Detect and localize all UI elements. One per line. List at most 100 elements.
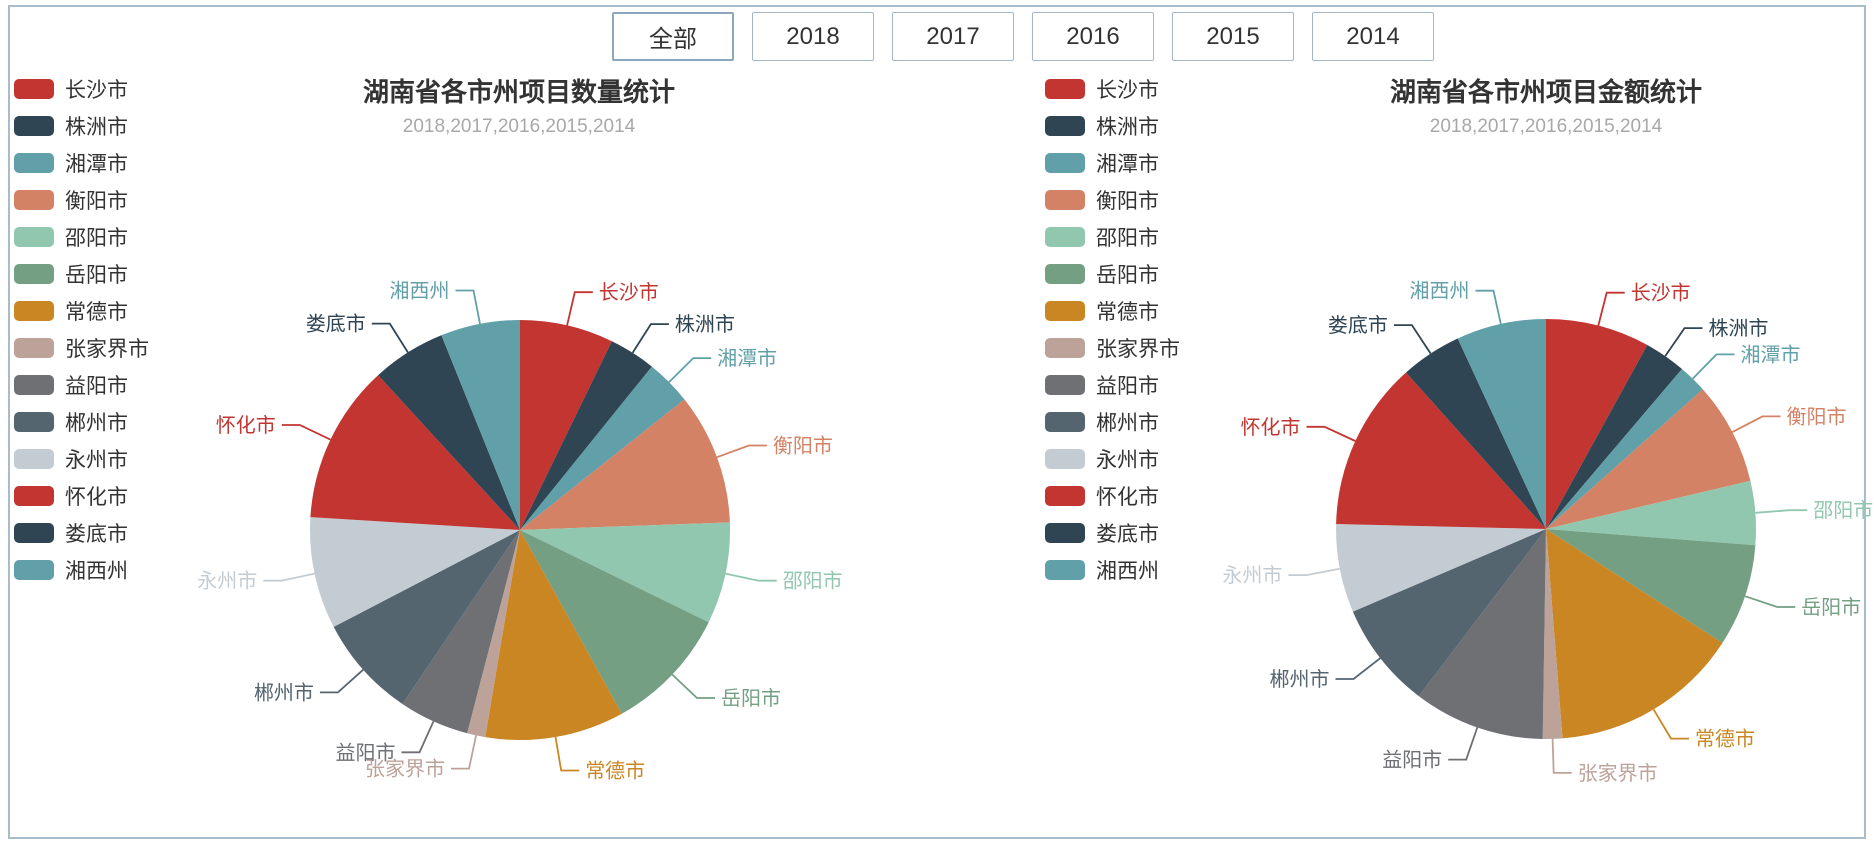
- filter-button-all[interactable]: 全部: [612, 12, 734, 61]
- pie-slice[interactable]: [1336, 524, 1546, 612]
- legend-item[interactable]: 永州市: [14, 440, 149, 477]
- legend-item[interactable]: 怀化市: [14, 477, 149, 514]
- legend-swatch-icon: [1045, 78, 1085, 99]
- legend-item[interactable]: 郴州市: [14, 403, 149, 440]
- filter-button-2014[interactable]: 2014: [1312, 12, 1434, 61]
- pie-slice-label: 岳阳市: [1801, 596, 1861, 619]
- pie-slice[interactable]: [1546, 318, 1648, 529]
- pie-slice-label: 常德市: [585, 760, 645, 783]
- legend-item[interactable]: 衡阳市: [14, 181, 149, 218]
- pie-slice[interactable]: [520, 366, 685, 530]
- legend-item[interactable]: 湘潭市: [14, 144, 149, 181]
- legend-item[interactable]: 株洲市: [1045, 107, 1180, 144]
- legend-item[interactable]: 湘潭市: [1045, 144, 1180, 181]
- legend-swatch-icon: [14, 411, 54, 432]
- legend-item[interactable]: 邵阳市: [14, 218, 149, 255]
- legend-item[interactable]: 长沙市: [1045, 70, 1180, 107]
- pie-slice-label: 株洲市: [675, 313, 735, 336]
- pie-slice[interactable]: [1546, 389, 1751, 529]
- legend-item[interactable]: 益阳市: [14, 366, 149, 403]
- legend-label: 郴州市: [65, 411, 128, 435]
- pie-slice[interactable]: [1546, 529, 1723, 739]
- legend-item[interactable]: 湘西州: [1045, 551, 1180, 588]
- chart-title-amount: 湖南省各市州项目金额统计: [1389, 77, 1703, 107]
- filter-button-2016[interactable]: 2016: [1032, 12, 1154, 61]
- pie-slice[interactable]: [1546, 369, 1703, 529]
- legend-label: 娄底市: [1096, 522, 1159, 546]
- pie-slice[interactable]: [520, 320, 612, 530]
- pie-slice[interactable]: [520, 341, 652, 530]
- pie-slice[interactable]: [310, 375, 520, 530]
- filter-button-2018[interactable]: 2018: [752, 12, 874, 61]
- pie-label-line: [1393, 324, 1432, 354]
- filter-button-2015[interactable]: 2015: [1172, 12, 1294, 61]
- pie-slice[interactable]: [1542, 529, 1563, 740]
- legend-item[interactable]: 益阳市: [1045, 366, 1180, 403]
- legend-swatch-icon: [1045, 189, 1085, 210]
- legend-item[interactable]: 娄底市: [14, 514, 149, 551]
- pie-slice[interactable]: [1457, 319, 1546, 529]
- pie-slice[interactable]: [1406, 338, 1546, 530]
- legend-item[interactable]: 张家界市: [1045, 329, 1180, 366]
- legend-item[interactable]: 岳阳市: [14, 255, 149, 292]
- pie-slice[interactable]: [441, 320, 520, 530]
- pie-slice[interactable]: [520, 530, 709, 714]
- legend-item[interactable]: 岳阳市: [1045, 255, 1180, 292]
- pie-slice[interactable]: [467, 530, 520, 738]
- legend-item[interactable]: 湘西州: [14, 551, 149, 588]
- legend-swatch-icon: [14, 448, 54, 469]
- legend-item[interactable]: 株洲市: [14, 107, 149, 144]
- pie-label-line: [631, 323, 669, 354]
- legend-item[interactable]: 常德市: [1045, 292, 1180, 329]
- legend-label: 张家界市: [65, 337, 149, 361]
- legend-label: 株洲市: [65, 115, 128, 139]
- legend-label: 湘潭市: [1096, 152, 1159, 176]
- legend-item[interactable]: 娄底市: [1045, 514, 1180, 551]
- pie-slice[interactable]: [1546, 529, 1756, 643]
- pie-slice[interactable]: [333, 530, 520, 704]
- pie-slice[interactable]: [520, 522, 731, 623]
- pie-slice[interactable]: [402, 530, 520, 734]
- pie-label-line: [1448, 727, 1479, 761]
- legend-label: 株洲市: [1096, 115, 1159, 139]
- legend-swatch-icon: [1045, 337, 1085, 358]
- legend-item[interactable]: 永州市: [1045, 440, 1180, 477]
- pie-label-line: [1755, 509, 1808, 514]
- pie-slice[interactable]: [1336, 372, 1546, 530]
- legend-item[interactable]: 郴州市: [1045, 403, 1180, 440]
- pie-slice[interactable]: [1418, 529, 1546, 739]
- pie-slice[interactable]: [310, 517, 520, 627]
- legend-swatch-icon: [1045, 411, 1085, 432]
- legend-item[interactable]: 常德市: [14, 292, 149, 329]
- pie-slice[interactable]: [1352, 529, 1546, 697]
- pie-slice-label: 益阳市: [1382, 749, 1442, 772]
- legend-label: 常德市: [1096, 300, 1159, 324]
- legend-item[interactable]: 怀化市: [1045, 477, 1180, 514]
- legend-item[interactable]: 衡阳市: [1045, 181, 1180, 218]
- legend-label: 湘西州: [65, 559, 128, 583]
- legend-item[interactable]: 张家界市: [14, 329, 149, 366]
- pie-label-line: [668, 357, 712, 383]
- pie-slice[interactable]: [1546, 345, 1682, 529]
- pie-label-line: [319, 669, 364, 694]
- legend-swatch-icon: [14, 78, 54, 99]
- pie-slice-label: 邵阳市: [1813, 499, 1873, 522]
- filter-button-2017[interactable]: 2017: [892, 12, 1014, 61]
- legend-label: 邵阳市: [65, 226, 128, 250]
- legend-label: 常德市: [65, 300, 128, 324]
- pie-slice[interactable]: [520, 399, 730, 530]
- pie-label-line: [1744, 595, 1796, 608]
- legend-swatch-icon: [1045, 226, 1085, 247]
- legend-item[interactable]: 邵阳市: [1045, 218, 1180, 255]
- pie-label-line: [1335, 657, 1381, 680]
- pie-slice[interactable]: [1546, 480, 1757, 546]
- legend-swatch-icon: [14, 152, 54, 173]
- pie-slice[interactable]: [485, 530, 622, 741]
- legend-item[interactable]: 长沙市: [14, 70, 149, 107]
- pie-label-line: [1664, 327, 1703, 357]
- pie-slice[interactable]: [378, 335, 520, 530]
- legend-swatch-icon: [14, 300, 54, 321]
- pie-label-line: [401, 721, 435, 754]
